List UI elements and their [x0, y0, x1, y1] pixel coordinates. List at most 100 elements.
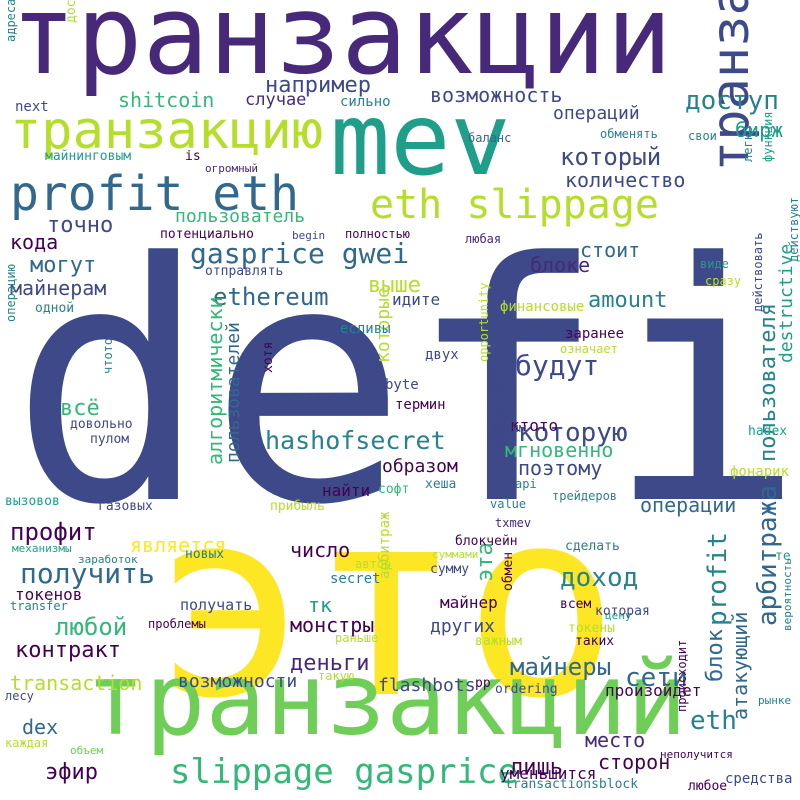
cloud-word: таким [490, 421, 527, 435]
cloud-word: цену [605, 609, 632, 622]
cloud-word: действовать [751, 232, 765, 312]
cloud-word: любая [465, 232, 502, 246]
cloud-word: газовых [98, 499, 153, 514]
cloud-word: возможность [430, 83, 563, 107]
cloud-word: ethereum [213, 283, 329, 311]
cloud-word: довольно [70, 417, 133, 432]
cloud-word: заработок [78, 553, 138, 566]
cloud-word: просто [483, 367, 508, 447]
cloud-word: операции [640, 493, 737, 517]
cloud-word: образом [382, 456, 458, 477]
cloud-word: begin [292, 229, 326, 242]
cloud-word: блок [703, 629, 728, 682]
cloud-word: opportunity [477, 282, 491, 362]
cloud-word: объем [70, 744, 104, 757]
cloud-word: которая [595, 604, 650, 619]
cloud-word: полностью [345, 227, 411, 241]
cloud-word: кода [10, 230, 59, 254]
cloud-word: любое [688, 779, 728, 794]
cloud-word: функция [761, 111, 775, 162]
cloud-word: доступ [685, 86, 779, 116]
cloud-word: который [560, 143, 662, 171]
cloud-word: возможности [178, 671, 298, 692]
cloud-word: всё [60, 396, 100, 421]
cloud-word: операций [553, 103, 640, 124]
cloud-word: есливы [340, 321, 391, 337]
cloud-word: бирж [735, 118, 784, 142]
cloud-word: сторон [598, 750, 671, 774]
cloud-word: легко [741, 125, 755, 162]
cloud-word: новых [185, 547, 225, 562]
cloud-word: profit eth [10, 166, 299, 222]
cloud-word: уменьшится [500, 764, 597, 783]
cloud-word: других [430, 616, 496, 637]
cloud-word: трейдеров [552, 489, 618, 503]
cloud-word: transfer [10, 599, 68, 613]
cloud-word: api [515, 477, 537, 491]
cloud-word: число [290, 538, 351, 562]
cloud-word: value [490, 497, 527, 511]
cloud-word: hashofsecret [265, 426, 446, 455]
cloud-word: всем [560, 597, 592, 612]
cloud-word: баланс [468, 131, 512, 145]
cloud-word: eth [690, 706, 737, 736]
cloud-word: ordering [495, 682, 558, 697]
cloud-word: фонарик [730, 464, 790, 480]
cloud-word: будут [515, 349, 600, 382]
cloud-word: токены [568, 621, 615, 636]
cloud-word: огромный [205, 162, 258, 175]
cloud-word: transactionsblock [505, 777, 639, 792]
cloud-word: получить [20, 557, 155, 590]
cloud-word: вызовов [5, 494, 60, 509]
cloud-word: хотя [261, 341, 276, 373]
cloud-word: транзакций [85, 641, 688, 758]
cloud-word: стоит [580, 238, 641, 262]
cloud-word: майнеры [510, 653, 612, 681]
cloud-word: майнер [440, 593, 498, 612]
cloud-word: мгновенно [505, 438, 614, 462]
cloud-word: блоке [530, 253, 591, 277]
cloud-word: механизмы [12, 542, 72, 555]
cloud-word: является [130, 533, 227, 557]
cloud-word: проблемы [148, 617, 206, 631]
cloud-word: например [265, 73, 371, 98]
cloud-word: прибыль [270, 499, 325, 514]
cloud-word: такую [318, 669, 355, 683]
cloud-word: лишь [510, 755, 563, 780]
cloud-word: майнинговым [45, 149, 132, 164]
cloud-word: is [185, 149, 201, 164]
cloud-word: токенов [15, 585, 83, 604]
cloud-word: shitcoin [118, 88, 215, 112]
cloud-word: dex [22, 715, 59, 739]
cloud-word: обмен [501, 551, 516, 591]
cloud-word: произойдет [605, 681, 702, 700]
cloud-word: gasprice gwei [190, 237, 410, 270]
cloud-word: secret [330, 571, 381, 587]
cloud-word: выше [368, 273, 421, 298]
cloud-word: ктото [510, 416, 559, 435]
cloud-word: происходит [675, 639, 689, 712]
cloud-word: отправлять [205, 264, 284, 279]
cloud-word: тк [308, 593, 333, 617]
cloud-word: раньше [335, 631, 379, 645]
cloud-word: поэтому [518, 456, 603, 480]
cloud-word: любой [55, 613, 128, 641]
cloud-word: место [585, 728, 646, 752]
cloud-word: next [15, 99, 49, 115]
cloud-word: сумму [430, 562, 470, 577]
cloud-word: двух [425, 347, 459, 363]
cloud-word: каждая [5, 736, 49, 750]
cloud-word: арбитраж [377, 511, 393, 579]
cloud-word: сделать [565, 539, 620, 554]
cloud-word: операцию [4, 264, 18, 322]
cloud-word: amount [588, 288, 668, 313]
cloud-word: пользователей [223, 322, 244, 463]
cloud-word: виде [700, 257, 729, 271]
cloud-word: достаточно [64, 0, 79, 23]
cloud-word: hadex [748, 424, 788, 439]
cloud-word: означает [560, 342, 618, 356]
cloud-word: defi [10, 193, 800, 577]
cloud-word: случае [245, 90, 307, 110]
cloud-word: получать [180, 596, 253, 614]
